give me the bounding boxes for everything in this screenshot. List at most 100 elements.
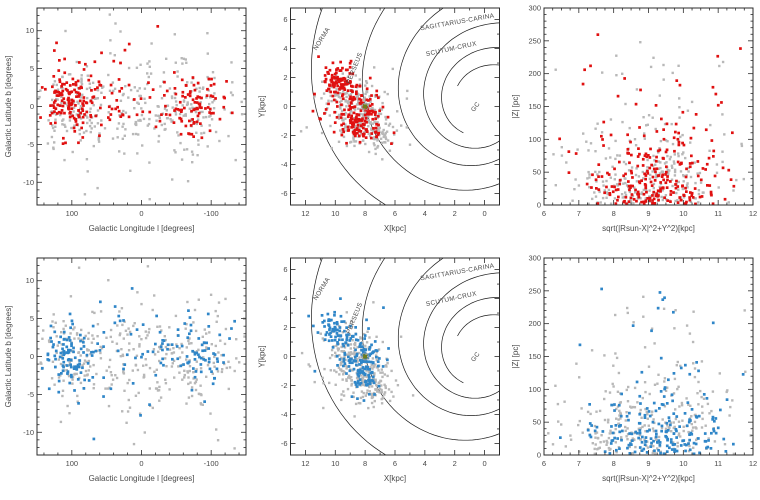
annotation-sagittarius-carina: SAGITTARIUS-CARINA — [420, 12, 495, 32]
annotation-gc: GC — [470, 101, 482, 114]
svg-text:4: 4 — [423, 209, 427, 218]
svg-text:8: 8 — [612, 459, 616, 468]
svg-text:-6: -6 — [281, 189, 288, 198]
svg-text:-2: -2 — [281, 131, 288, 140]
svg-text:-2: -2 — [281, 381, 288, 390]
axes: 6 7 8 9 10 11 12 0 50 100 150 200 250 300 — [528, 254, 757, 469]
svg-text:10: 10 — [26, 276, 34, 285]
svg-text:0: 0 — [283, 102, 287, 111]
annotation-scutum-crux: SCUTUM-CRUX — [425, 290, 477, 308]
svg-text:100: 100 — [66, 209, 79, 218]
svg-text:0: 0 — [482, 459, 486, 468]
svg-text:50: 50 — [533, 168, 541, 177]
y-axis-title: Y[kpc] — [258, 345, 267, 367]
scatter-series-red — [39, 25, 234, 145]
scatter-plot-spiral-arms-red: 12 10 8 6 4 2 0 -6 -4 -2 0 2 4 6 X[kpc] Y[kpc] NORMA PERS… — [258, 7, 500, 233]
panel-top-left: 100 0 -100 -10 -5 0 5 10 Galactic Longitude l [d… — [0, 0, 253, 250]
x-axis-title: sqrt(|Rsun-X|^2+Y^2)[kpc] — [602, 224, 695, 233]
svg-text:12: 12 — [301, 459, 309, 468]
svg-text:10: 10 — [331, 209, 339, 218]
svg-text:11: 11 — [714, 459, 722, 468]
svg-text:-100: -100 — [204, 209, 219, 218]
annotation-norma: NORMA — [312, 276, 332, 302]
svg-text:250: 250 — [528, 36, 541, 45]
svg-text:0: 0 — [283, 352, 287, 361]
svg-text:0: 0 — [139, 459, 143, 468]
scatter-series-gray — [547, 295, 752, 456]
svg-text:9: 9 — [646, 209, 650, 218]
svg-text:9: 9 — [646, 459, 650, 468]
svg-text:7: 7 — [577, 459, 581, 468]
panel-bottom-right: 6 7 8 9 10 11 12 0 50 100 150 200 250 300 sqrt(|Rsun-X… — [507, 250, 760, 500]
x-axis-title: sqrt(|Rsun-X|^2+Y^2)[kpc] — [602, 474, 695, 483]
x-axis-title: X[kpc] — [384, 474, 406, 483]
panel-top-middle: 12 10 8 6 4 2 0 -6 -4 -2 0 2 4 6 X[kpc] Y[kpc] NORMA PERS… — [253, 0, 507, 250]
svg-text:5: 5 — [30, 64, 34, 73]
svg-text:300: 300 — [528, 4, 541, 13]
annotation-gc: GC — [470, 351, 482, 364]
svg-text:100: 100 — [66, 459, 79, 468]
svg-text:11: 11 — [714, 209, 722, 218]
svg-text:4: 4 — [283, 44, 287, 53]
x-axis-title: X[kpc] — [384, 224, 406, 233]
svg-text:6: 6 — [542, 209, 546, 218]
svg-text:2: 2 — [283, 73, 287, 82]
svg-text:5: 5 — [30, 314, 34, 323]
svg-text:0: 0 — [30, 102, 34, 111]
scatter-plot-z-dist-blue: 6 7 8 9 10 11 12 0 50 100 150 200 250 300 sqrt(|Rsun-X… — [511, 254, 757, 484]
svg-text:0: 0 — [139, 209, 143, 218]
svg-text:-4: -4 — [281, 160, 288, 169]
svg-text:10: 10 — [331, 459, 339, 468]
svg-text:300: 300 — [528, 254, 541, 263]
svg-text:100: 100 — [528, 135, 541, 144]
svg-text:150: 150 — [528, 352, 541, 361]
svg-text:6: 6 — [393, 459, 397, 468]
annotation-perseus: PERSEUS — [345, 301, 364, 335]
axes: 100 0 -100 -10 -5 0 5 10 — [23, 257, 247, 468]
svg-text:0: 0 — [30, 352, 34, 361]
svg-text:6: 6 — [542, 459, 546, 468]
svg-text:-5: -5 — [27, 140, 34, 149]
svg-text:4: 4 — [283, 294, 287, 303]
scatter-series-blue — [41, 287, 236, 441]
svg-text:8: 8 — [612, 209, 616, 218]
scatter-plot-galactic-lb-blue: 100 0 -100 -10 -5 0 5 10 Galactic Longitude l [d… — [4, 257, 247, 483]
svg-text:7: 7 — [577, 209, 581, 218]
scatter-plot-z-dist-red: 6 7 8 9 10 11 12 0 50 100 150 200 250 300 sqrt(|Rsun-X… — [511, 4, 757, 234]
svg-text:10: 10 — [679, 209, 687, 218]
svg-text:4: 4 — [423, 459, 427, 468]
annotation-scutum-crux: SCUTUM-CRUX — [425, 40, 477, 58]
panel-bottom-middle: 12 10 8 6 4 2 0 -6 -4 -2 0 2 4 6 X[kpc] Y[kpc] NORMA PERS… — [253, 250, 507, 500]
scatter-series-blue — [559, 287, 745, 456]
svg-text:8: 8 — [363, 459, 367, 468]
svg-text:2: 2 — [453, 209, 457, 218]
y-axis-title: Galactic Latitude b [degrees] — [4, 56, 13, 158]
svg-text:-10: -10 — [23, 428, 34, 437]
svg-text:2: 2 — [283, 323, 287, 332]
scatter-series-red — [311, 55, 396, 145]
sun-marker — [361, 352, 369, 361]
svg-text:50: 50 — [533, 418, 541, 427]
svg-text:6: 6 — [283, 15, 287, 24]
y-axis-title: Galactic Latitude b [degrees] — [4, 306, 13, 408]
svg-text:0: 0 — [482, 209, 486, 218]
x-axis-title: Galactic Longitude l [degrees] — [89, 224, 195, 233]
svg-text:6: 6 — [393, 209, 397, 218]
x-axis-title: Galactic Longitude l [degrees] — [89, 474, 195, 483]
scatter-series-blue — [307, 297, 390, 402]
scatter-series-gray — [552, 41, 745, 205]
axes: 100 0 -100 -10 -5 0 5 10 — [23, 7, 247, 218]
svg-text:0: 0 — [537, 451, 541, 460]
scatter-series-gray — [299, 66, 412, 161]
y-axis-title: |Z| [pc] — [511, 94, 520, 118]
svg-text:100: 100 — [528, 385, 541, 394]
panel-top-right: 6 7 8 9 10 11 12 0 50 100 150 200 250 300 sqrt(|Rsun-X… — [507, 0, 760, 250]
svg-text:-100: -100 — [204, 459, 219, 468]
annotation-perseus: PERSEUS — [345, 51, 364, 85]
spiral-arms — [311, 258, 500, 455]
y-axis-title: Y[kpc] — [258, 95, 267, 117]
svg-text:12: 12 — [301, 209, 309, 218]
svg-text:200: 200 — [528, 69, 541, 78]
svg-text:10: 10 — [26, 26, 34, 35]
